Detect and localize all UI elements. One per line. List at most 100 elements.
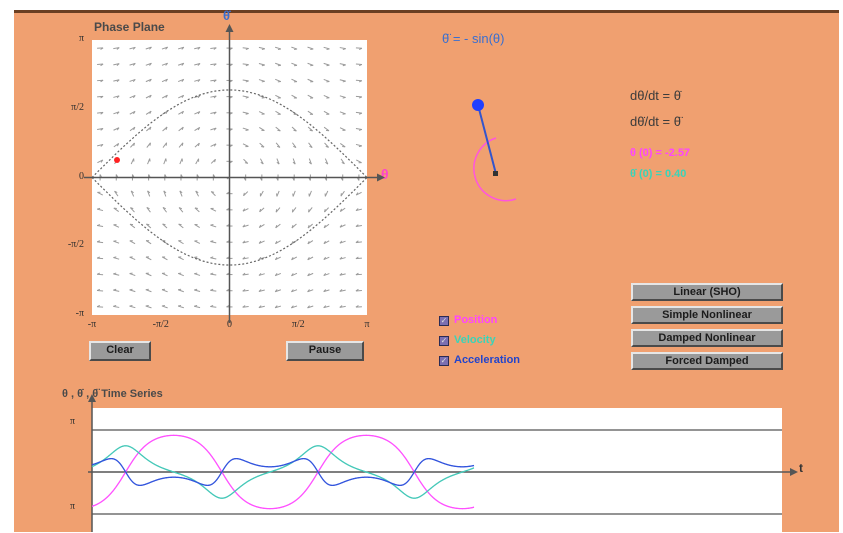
direction-arrow-head	[258, 256, 262, 260]
clear-button[interactable]: Clear	[89, 341, 151, 361]
direction-arrow-head	[291, 273, 294, 277]
phase-x-tick-label: -π/2	[152, 319, 169, 330]
direction-arrow-head	[100, 95, 104, 99]
direction-arrow-head	[277, 129, 281, 132]
dthetadot-equation: dθ̇/dt = θ̈	[630, 114, 681, 129]
direction-arrow-head	[229, 63, 233, 67]
direction-arrow-head	[113, 272, 117, 275]
direction-arrow-head	[355, 305, 359, 308]
direction-arrow-head	[274, 305, 278, 309]
direction-arrow-head	[96, 272, 101, 275]
direction-arrow-head	[244, 162, 248, 164]
direction-arrow-head	[197, 111, 201, 115]
phase-y-axis-label: θ̇	[223, 8, 231, 23]
direction-arrow-head	[339, 240, 343, 244]
direction-arrow-head	[132, 63, 136, 66]
direction-arrow-head	[130, 190, 134, 194]
simple-nonlinear-button[interactable]: Simple Nonlinear	[631, 306, 783, 324]
damped-nonlinear-button[interactable]: Damped Nonlinear	[631, 329, 783, 347]
direction-arrow-head	[116, 63, 120, 66]
direction-arrow-head	[197, 47, 201, 50]
pendulum-bob[interactable]	[472, 99, 484, 111]
direction-arrow-head	[292, 161, 296, 165]
direction-arrow-head	[293, 145, 297, 149]
direction-arrow-head	[291, 240, 294, 245]
direction-arrow-head	[358, 96, 363, 99]
direction-arrow-head	[96, 224, 101, 227]
pendulum-view[interactable]	[454, 90, 534, 210]
velocity-checkbox[interactable]: ✓	[439, 336, 449, 346]
acceleration-checkbox[interactable]: ✓	[439, 356, 449, 366]
direction-arrow-head	[358, 80, 363, 83]
direction-arrow-head	[96, 288, 101, 291]
pause-button[interactable]: Pause	[286, 341, 364, 361]
phase-x-tick-label: 0	[227, 319, 232, 330]
direction-arrow-head	[132, 95, 136, 99]
direction-arrow-head	[181, 95, 185, 99]
direction-arrow-head	[307, 273, 310, 277]
direction-arrow-head	[341, 162, 345, 165]
phase-y-axis-arrow	[225, 24, 234, 32]
direction-arrow-head	[274, 273, 278, 276]
direction-arrow-head	[226, 272, 230, 275]
direction-arrow-head	[355, 288, 359, 292]
direction-arrow-head	[177, 304, 182, 307]
direction-arrow-head	[100, 128, 104, 131]
direction-arrow-head	[339, 305, 343, 308]
direction-arrow-head	[116, 143, 120, 147]
direction-arrow-head	[226, 224, 230, 227]
direction-arrow-head	[226, 207, 230, 211]
direction-arrow-head	[242, 224, 246, 228]
phase-plane-title: Phase Plane	[94, 20, 165, 34]
direction-arrow-head	[194, 304, 198, 307]
phase-x-axis-arrow	[377, 173, 385, 182]
direction-arrow-head	[145, 304, 149, 307]
ode-equation: θ̈ = - sin(θ)	[442, 31, 505, 46]
direction-arrow-head	[100, 144, 104, 147]
direction-arrow-head	[242, 288, 246, 292]
direction-arrow-head	[116, 127, 120, 131]
phase-y-tick-label: π/2	[71, 101, 84, 113]
ts-value-axis-arrow	[88, 394, 96, 402]
direction-arrow-head	[275, 209, 278, 213]
direction-arrow-head	[355, 208, 359, 211]
direction-arrow-head	[340, 177, 344, 181]
direction-arrow-head	[242, 208, 246, 212]
direction-arrow-head	[213, 63, 217, 67]
direction-arrow-head	[325, 145, 329, 148]
direction-arrow-head	[213, 47, 217, 50]
ts-bottom-tick: π	[70, 501, 76, 512]
forced-damped-button[interactable]: Forced Damped	[631, 352, 783, 370]
direction-arrow-head	[210, 224, 214, 226]
direction-arrow-head	[226, 191, 230, 195]
direction-arrow-head	[309, 129, 313, 132]
velocity-series-line	[91, 445, 475, 499]
direction-arrow-head	[261, 145, 265, 148]
phase-y-tick-label: 0	[79, 170, 84, 182]
direction-arrow-head	[358, 64, 363, 67]
initial-theta-readout: θ (0) = -2.57	[630, 147, 691, 159]
direction-arrow-head	[325, 161, 329, 165]
direction-arrow-head	[165, 126, 168, 130]
direction-arrow-head	[180, 174, 183, 178]
phase-plane-plot[interactable]	[14, 10, 414, 350]
direction-arrow-head	[307, 289, 310, 293]
direction-arrow-head	[229, 96, 233, 99]
direction-arrow-head	[149, 62, 152, 66]
direction-arrow-head	[165, 46, 169, 50]
direction-arrow-head	[133, 111, 136, 115]
direction-arrow-head	[226, 305, 230, 308]
direction-arrow-head	[245, 47, 249, 51]
direction-arrow-head	[229, 128, 233, 131]
direction-arrow-head	[165, 94, 168, 98]
direction-arrow-head	[245, 64, 249, 67]
direction-arrow-head	[260, 161, 264, 165]
direction-arrow-head	[213, 143, 217, 147]
direction-arrow-head	[161, 304, 165, 307]
time-series-background	[92, 408, 782, 532]
position-checkbox[interactable]: ✓	[439, 316, 449, 326]
direction-arrow-head	[181, 62, 185, 66]
direction-arrow-head	[178, 223, 182, 226]
direction-arrow-head	[243, 177, 247, 181]
linear-sho-button[interactable]: Linear (SHO)	[631, 283, 783, 301]
